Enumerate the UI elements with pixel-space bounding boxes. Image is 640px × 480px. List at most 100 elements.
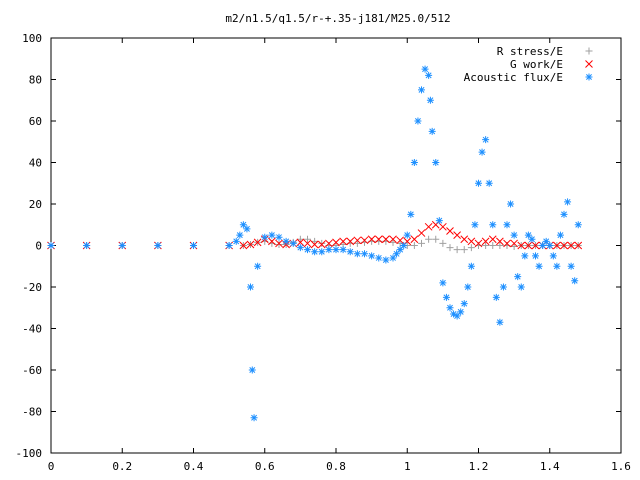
data-point (353, 236, 362, 245)
legend-label: R stress/E (497, 45, 563, 58)
data-point (432, 235, 440, 243)
data-point (528, 235, 536, 243)
data-point (574, 221, 582, 229)
data-point (400, 242, 408, 249)
data-point (248, 366, 256, 374)
data-point (332, 246, 340, 254)
data-point (396, 246, 404, 254)
data-point (418, 86, 425, 94)
y-tick-label: 60 (29, 115, 42, 128)
data-point (567, 262, 575, 270)
data-point (542, 237, 550, 245)
data-point (418, 239, 425, 247)
data-point (503, 239, 511, 248)
x-tick-label: 0 (48, 460, 55, 473)
data-point (246, 240, 255, 249)
data-point (439, 222, 447, 231)
data-point (190, 242, 197, 249)
data-marks (47, 65, 583, 422)
data-point (482, 242, 490, 249)
data-point (471, 221, 479, 229)
data-point (496, 318, 504, 326)
x-tick-label: 0.8 (326, 460, 346, 473)
data-point (382, 256, 390, 264)
data-point (492, 293, 500, 301)
data-point (460, 235, 469, 244)
data-point (442, 293, 450, 301)
data-point (403, 231, 411, 239)
data-point (560, 241, 568, 250)
data-point (275, 233, 283, 241)
data-point (574, 241, 583, 250)
data-point (310, 240, 319, 249)
data-point (346, 237, 355, 246)
data-point (424, 222, 433, 231)
data-point (360, 236, 369, 245)
data-point (410, 242, 418, 249)
data-point (250, 414, 258, 422)
y-tick-label: -100 (16, 447, 43, 460)
data-point (426, 96, 434, 104)
data-point (303, 239, 312, 248)
data-point (496, 242, 504, 249)
data-point (453, 231, 461, 239)
data-point (439, 279, 447, 287)
data-point (318, 248, 326, 256)
legend-marker (585, 47, 593, 55)
legend-label: G work/E (510, 58, 563, 71)
data-point (478, 148, 486, 156)
data-point (496, 237, 504, 246)
data-point (296, 235, 304, 243)
data-point (485, 179, 493, 187)
data-point (546, 242, 554, 249)
data-point (560, 210, 568, 218)
data-point (553, 241, 561, 250)
data-point (517, 283, 525, 291)
x-tick-label: 0.4 (184, 460, 204, 473)
data-point (435, 217, 443, 225)
data-point (510, 243, 518, 251)
data-point (382, 235, 390, 244)
data-point (318, 239, 326, 247)
x-tick-label: 1 (404, 460, 411, 473)
legend-marker (585, 60, 593, 68)
y-tick-label: -80 (22, 406, 42, 419)
data-point (311, 237, 319, 245)
data-point (275, 240, 283, 248)
y-tick-label: 0 (35, 240, 42, 253)
data-point (346, 248, 354, 256)
data-point (47, 242, 55, 249)
legend-label: Acoustic flux/E (464, 71, 563, 84)
data-point (361, 250, 368, 258)
legend-marker (585, 73, 593, 81)
y-tick-label: -20 (22, 281, 42, 294)
data-point (556, 231, 564, 239)
data-point (488, 235, 497, 244)
data-point (467, 237, 476, 246)
data-point (446, 244, 454, 252)
y-tick-label: -40 (22, 323, 42, 336)
data-point (457, 308, 465, 316)
data-point (253, 238, 262, 247)
data-point (432, 159, 440, 166)
data-point (254, 262, 262, 270)
data-point (225, 242, 233, 249)
data-point (289, 239, 297, 247)
series-cross (47, 220, 583, 250)
data-point (268, 231, 276, 239)
series-star (47, 65, 582, 422)
data-point (553, 262, 561, 270)
data-point (439, 239, 447, 247)
y-tick-label: 20 (29, 198, 42, 211)
data-point (517, 241, 526, 250)
data-point (453, 246, 461, 254)
data-point (549, 252, 557, 260)
data-point (389, 235, 397, 244)
chart-title: m2/n1.5/q1.5/r-+.35-j181/M25.0/512 (225, 12, 450, 25)
data-point (564, 198, 572, 206)
data-point (236, 231, 244, 239)
data-point (304, 235, 311, 243)
data-point (539, 242, 547, 249)
data-point (460, 246, 468, 254)
